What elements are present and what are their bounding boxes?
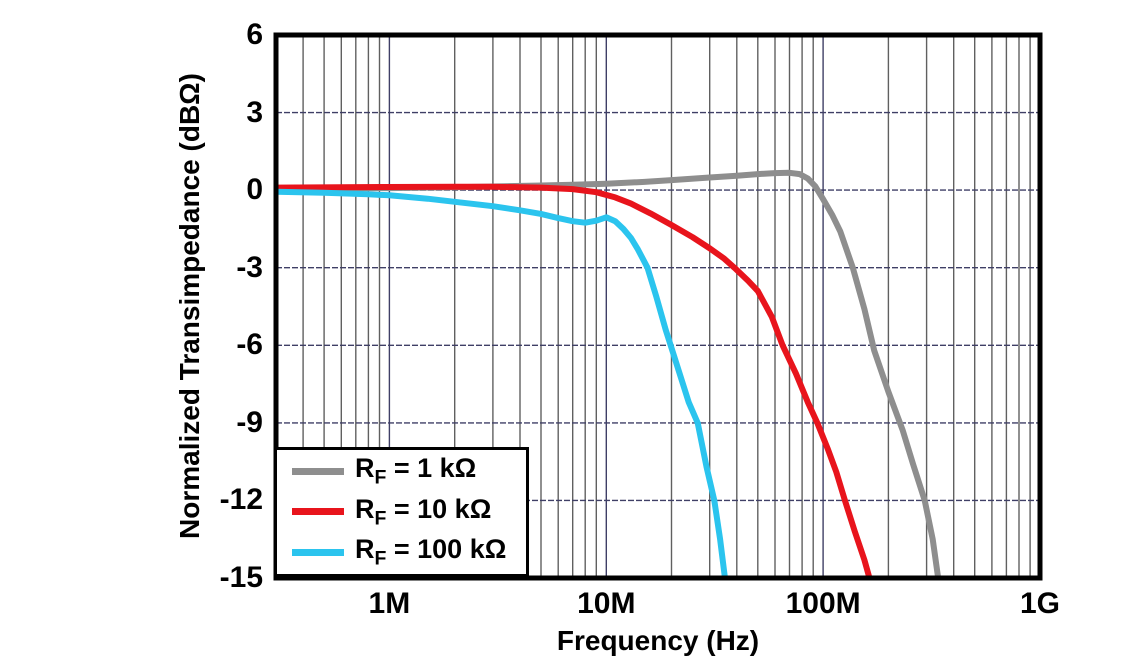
- series-color-swatch: [292, 549, 344, 557]
- legend-item-label: RF = 100 kΩ: [355, 534, 507, 570]
- y-tick-label: -12: [219, 483, 263, 517]
- y-axis-title: Normalized Transimpedance (dBΩ): [174, 73, 205, 539]
- series-color-swatch: [292, 508, 344, 516]
- y-tick-label: 6: [246, 18, 263, 51]
- legend-item-rf-10k: RF = 10 kΩ: [292, 493, 526, 529]
- y-tick-label: -3: [236, 250, 263, 284]
- y-tick-label: -6: [236, 328, 263, 362]
- x-tick-label: 100M: [785, 587, 861, 620]
- series-color-swatch: [292, 467, 344, 475]
- x-tick-label: 1G: [1019, 587, 1061, 620]
- legend: RF = 1 kΩ RF = 10 kΩ RF = 100 kΩ: [274, 447, 529, 577]
- legend-item-label: RF = 10 kΩ: [355, 493, 492, 529]
- y-tick-label: 0: [246, 173, 263, 207]
- x-tick-label: 10M: [577, 587, 636, 620]
- x-tick-label: 1M: [368, 587, 411, 620]
- legend-item-rf-100k: RF = 100 kΩ: [292, 536, 526, 569]
- legend-item-label: RF = 1 kΩ: [355, 452, 477, 489]
- legend-item-rf-1k: RF = 1 kΩ: [292, 452, 526, 489]
- y-tick-label: 3: [246, 95, 263, 129]
- x-axis-title: Frequency (Hz): [556, 625, 760, 656]
- y-tick-label: -15: [219, 561, 263, 594]
- y-tick-label: -9: [236, 405, 263, 439]
